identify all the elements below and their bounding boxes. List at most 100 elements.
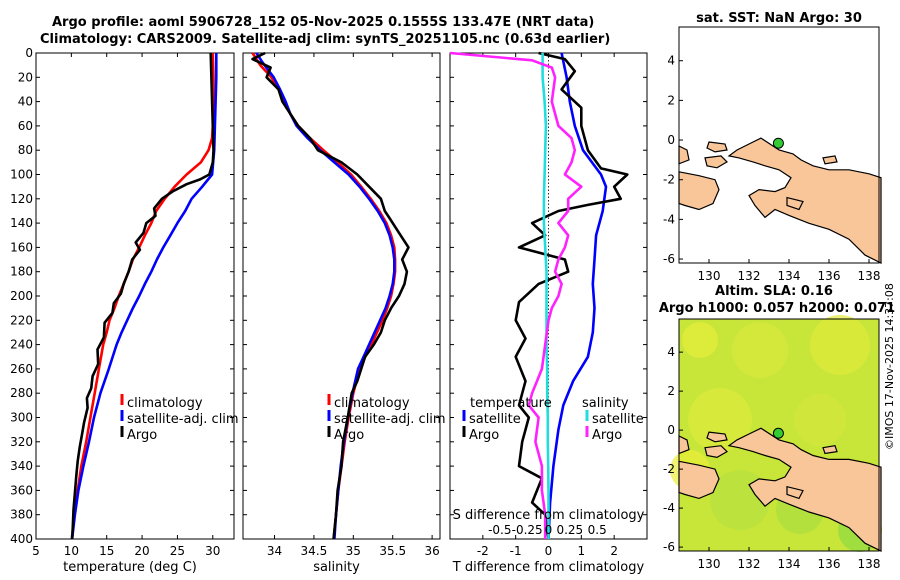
lat-tick-label: -4 [663, 212, 675, 226]
s-axis-label: S difference from climatology [453, 508, 645, 523]
x-tick-label: 34 [267, 544, 282, 558]
legend-label: Argo [334, 428, 364, 443]
difference-panel: -2 -1 0 1 2 T difference from climatology temp… [449, 51, 648, 575]
sla-anomaly-patch [794, 394, 846, 446]
legend-label: Argo [127, 428, 157, 443]
depth-tick-label: 200 [10, 289, 33, 303]
legend-label: satellite [592, 412, 644, 427]
lon-tick-label: 138 [858, 557, 881, 571]
legend-label: satellite-adj. clim [127, 412, 239, 427]
land-polygon [704, 445, 728, 459]
x-tick-label: 1 [578, 544, 586, 558]
map-title: sat. SST: NaN Argo: 30 [696, 11, 862, 26]
depth-tick-label: 340 [10, 459, 33, 473]
series-temperature-argo [514, 51, 629, 540]
s-tick-label: 0.25 [556, 523, 583, 537]
lon-tick-label: 132 [738, 269, 761, 283]
legend-label: temperature [470, 396, 552, 411]
s-tick-label: -0.25 [512, 523, 543, 537]
lon-tick-label: 136 [818, 269, 841, 283]
depth-tick-label: 280 [10, 386, 33, 400]
lon-tick-label: 132 [738, 557, 761, 571]
series-salinity-satellite [541, 53, 550, 539]
argo-position-marker [772, 427, 784, 439]
sla-anomaly-patch [810, 315, 870, 375]
land-polygon [706, 141, 728, 153]
lat-tick-label: -4 [663, 501, 675, 515]
depth-tick-label: 20 [18, 70, 33, 84]
sla-anomaly-patch [688, 388, 752, 452]
lat-tick-label: -2 [663, 173, 675, 187]
legend-label: climatology [127, 396, 203, 411]
land-polygon [704, 155, 728, 169]
depth-tick-label: 80 [18, 143, 33, 157]
sst-map-panel: 130 132 134 136 138 -6 -4 -2 0 2 4 sat. SST: NaN Ar… [663, 11, 882, 283]
depth-tick-label: 240 [10, 338, 33, 352]
legend-label: Argo [469, 428, 499, 443]
x-tick-label: 34.5 [301, 544, 328, 558]
x-tick-label: 36 [424, 544, 439, 558]
legend-label: Argo [592, 428, 622, 443]
x-tick-label: 5 [32, 544, 40, 558]
lat-tick-label: 4 [667, 54, 675, 68]
lat-tick-label: 0 [667, 423, 675, 437]
plot-frame [35, 52, 235, 540]
x-tick-label: -2 [477, 544, 489, 558]
land-polygon [786, 196, 804, 211]
salinity-panel: 34 34.5 35 35.5 36 salinity climatologysatelli… [242, 51, 446, 575]
series-temperature-satellite [547, 52, 608, 540]
lat-tick-label: 2 [667, 93, 675, 107]
map-frame [678, 26, 880, 264]
legend-label: climatology [334, 396, 410, 411]
lon-tick-label: 134 [778, 557, 801, 571]
argo-position-marker [772, 137, 784, 149]
depth-tick-label: 320 [10, 435, 33, 449]
land-polygon [678, 171, 720, 211]
sla-map-panel: 130 132 134 136 138 -6 -4 -2 0 2 4 Altim. SLA: 0.16… [659, 284, 895, 571]
x-tick-label: 35 [346, 544, 361, 558]
land-polygon [822, 155, 838, 165]
series-salinity-argo [449, 51, 583, 539]
figure-title-line1: Argo profile: aoml 5906728_152 05-Nov-20… [52, 15, 595, 30]
map-title-line1: Altim. SLA: 0.16 [715, 284, 833, 299]
s-tick-label: 0 [545, 523, 553, 537]
lat-tick-label: -2 [663, 462, 675, 476]
x-axis-label: temperature (deg C) [63, 560, 197, 575]
map-title-line2: Argo h1000: 0.057 h2000: 0.071 [659, 301, 895, 316]
lat-tick-label: 4 [667, 345, 675, 359]
land-polygon [727, 427, 882, 552]
temperature-panel: 5 10 15 20 25 3002040608010012014016018020022… [10, 46, 239, 575]
x-tick-label: 25 [170, 544, 185, 558]
depth-tick-label: 400 [10, 532, 33, 546]
land-polygon [678, 460, 720, 500]
lat-tick-label: 2 [667, 384, 675, 398]
land-polygon [706, 431, 728, 443]
depth-tick-label: 360 [10, 483, 33, 497]
sla-anomaly-patch [732, 322, 788, 378]
depth-tick-label: 180 [10, 265, 33, 279]
depth-tick-label: 260 [10, 362, 33, 376]
land-polygon [822, 445, 838, 455]
legend-label: satellite [469, 412, 521, 427]
lon-tick-label: 130 [698, 269, 721, 283]
x-tick-label: 0 [545, 544, 553, 558]
depth-tick-label: 380 [10, 508, 33, 522]
x-tick-label: -1 [510, 544, 522, 558]
depth-tick-label: 100 [10, 168, 33, 182]
series-argo [70, 52, 215, 540]
x-tick-label: 15 [99, 544, 114, 558]
series-argo [251, 51, 410, 540]
s-tick-label: 0.5 [588, 523, 607, 537]
lat-tick-label: 0 [667, 133, 675, 147]
x-tick-label: 20 [134, 544, 149, 558]
legend-label: satellite-adj. clim [334, 412, 446, 427]
depth-tick-label: 60 [18, 119, 33, 133]
depth-tick-label: 40 [18, 95, 33, 109]
land-polygon [727, 137, 882, 264]
figure-title-line2: Climatology: CARS2009. Satellite-adj cli… [40, 32, 611, 47]
land-polygon [786, 485, 804, 500]
depth-tick-label: 120 [10, 192, 33, 206]
x-tick-label: 10 [64, 544, 79, 558]
lat-tick-label: -6 [663, 252, 675, 266]
x-tick-label: 2 [610, 544, 618, 558]
